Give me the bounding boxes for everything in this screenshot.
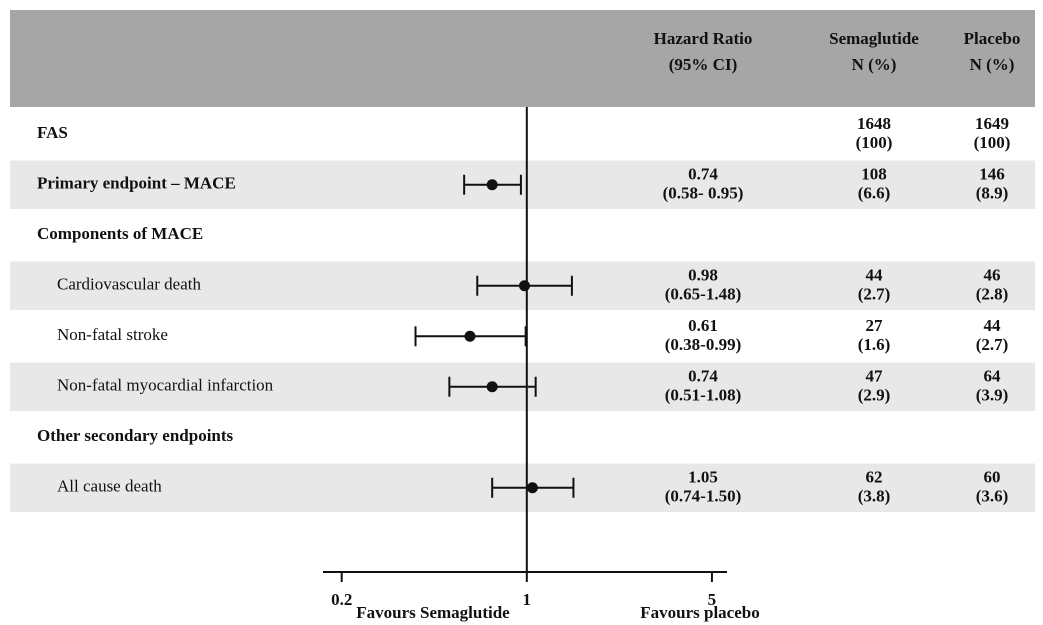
sema-n: 27 [866, 316, 884, 335]
sema-n: 44 [866, 266, 884, 285]
hr-value: 0.98 [688, 266, 718, 285]
placebo-n: 1649 [975, 114, 1009, 133]
ci-text: (0.38-0.99) [665, 335, 741, 354]
column-header: Semaglutide [829, 29, 919, 48]
placebo-n: 44 [984, 316, 1002, 335]
placebo-pct: (3.9) [976, 386, 1009, 405]
placebo-pct: (8.9) [976, 184, 1009, 203]
header-band [10, 10, 1035, 107]
row-label: FAS [37, 123, 68, 142]
column-header: (95% CI) [669, 55, 737, 74]
placebo-pct: (2.8) [976, 285, 1009, 304]
x-tick-label: 5 [708, 590, 717, 609]
hr-point [526, 482, 538, 494]
row-label: Cardiovascular death [57, 275, 201, 294]
hr-value: 0.74 [688, 367, 718, 386]
hr-point [518, 280, 530, 292]
placebo-n: 46 [984, 266, 1001, 285]
sema-n: 1648 [857, 114, 891, 133]
row-label: Non-fatal stroke [57, 325, 168, 344]
sema-pct: (1.6) [858, 335, 891, 354]
sema-pct: (6.6) [858, 184, 891, 203]
ci-text: (0.65-1.48) [665, 285, 741, 304]
ci-text: (0.58- 0.95) [663, 184, 744, 203]
sema-n: 108 [861, 165, 887, 184]
x-tick-label: 1 [523, 590, 532, 609]
sema-n: 47 [866, 367, 884, 386]
hr-point [486, 179, 498, 191]
row-band [10, 160, 1035, 209]
sema-pct: (2.7) [858, 285, 891, 304]
column-header: N (%) [970, 55, 1015, 74]
sema-pct: (2.9) [858, 386, 891, 405]
axis-caption: Favours placebo [640, 603, 759, 622]
ci-text: (0.74-1.50) [665, 487, 741, 506]
hr-value: 0.61 [688, 316, 718, 335]
sema-pct: (3.8) [858, 487, 891, 506]
placebo-n: 64 [984, 367, 1002, 386]
hr-point [486, 381, 498, 393]
column-header: N (%) [852, 55, 897, 74]
sema-n: 62 [866, 468, 883, 487]
placebo-pct: (100) [974, 133, 1011, 152]
column-header: Hazard Ratio [654, 29, 753, 48]
row-label: Other secondary endpoints [37, 426, 234, 445]
column-header: Placebo [964, 29, 1021, 48]
placebo-pct: (3.6) [976, 487, 1009, 506]
placebo-pct: (2.7) [976, 335, 1009, 354]
placebo-n: 146 [979, 165, 1005, 184]
hr-value: 0.74 [688, 165, 718, 184]
axis-caption: Favours Semaglutide [356, 603, 510, 622]
hr-value: 1.05 [688, 468, 718, 487]
row-label: Non-fatal myocardial infarction [57, 376, 274, 395]
placebo-n: 60 [984, 468, 1001, 487]
row-label: Components of MACE [37, 224, 203, 243]
hr-point [464, 330, 476, 342]
sema-pct: (100) [856, 133, 893, 152]
row-label: Primary endpoint – MACE [37, 174, 236, 193]
x-tick-label: 0.2 [331, 590, 352, 609]
ci-text: (0.51-1.08) [665, 386, 741, 405]
row-label: All cause death [57, 477, 162, 496]
